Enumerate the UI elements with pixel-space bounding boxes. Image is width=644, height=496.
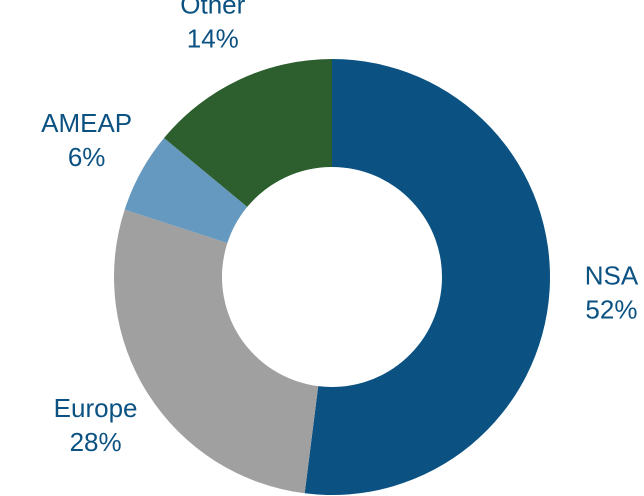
value-label: 14%: [187, 24, 239, 54]
slice-label: Europe: [54, 393, 138, 423]
slice-label: Other: [180, 0, 245, 20]
value-label: 6%: [68, 142, 106, 172]
donut-slice: [304, 59, 550, 496]
value-label: 28%: [70, 427, 122, 457]
donut-slice: [114, 209, 319, 494]
donut-slice: [164, 58, 332, 207]
value-label: 52%: [585, 294, 637, 324]
slice-label: AMEAP: [41, 108, 132, 138]
slice-label: NSA: [585, 260, 639, 290]
donut-slice: [124, 138, 248, 244]
